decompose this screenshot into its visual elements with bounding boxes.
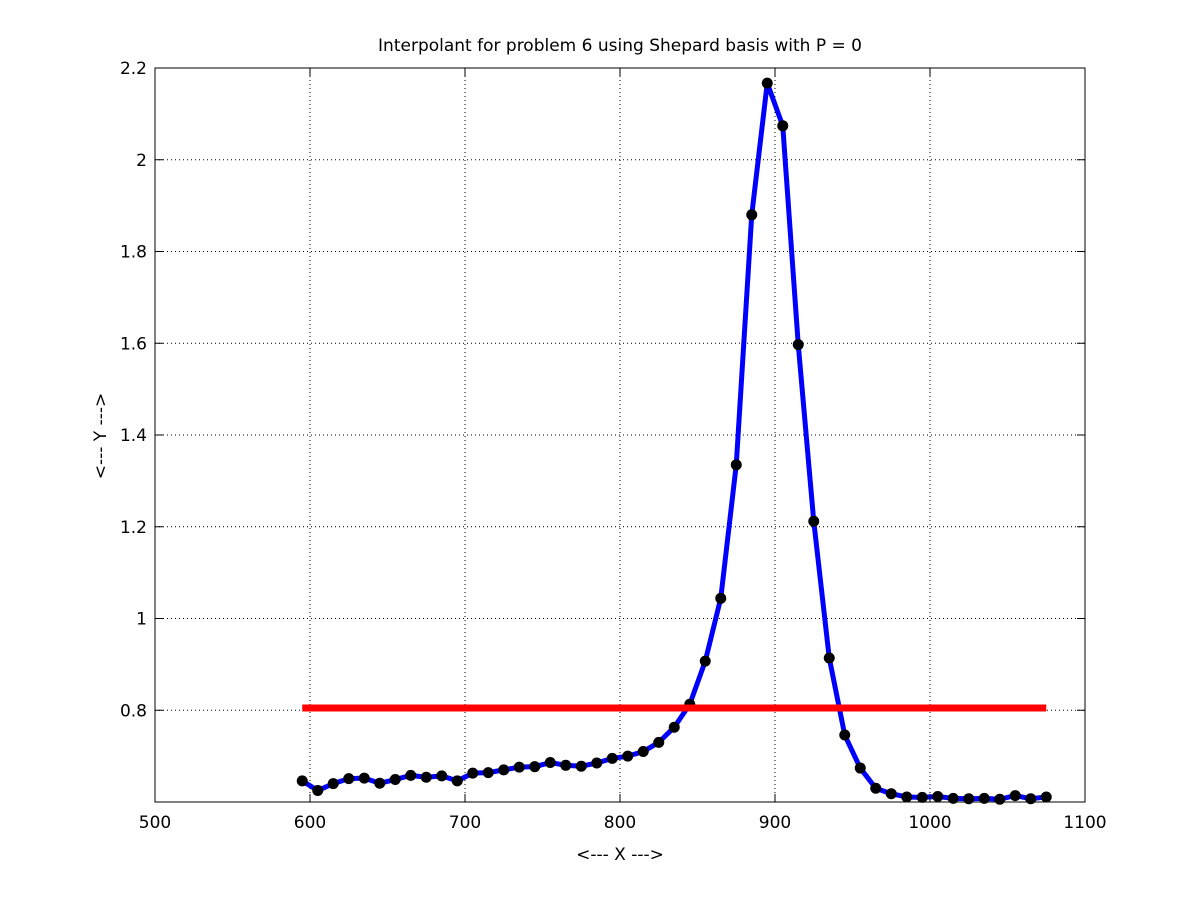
data-point bbox=[699, 655, 711, 667]
x-tick-label: 900 bbox=[759, 813, 791, 833]
data-point bbox=[839, 729, 851, 741]
chart-title: Interpolant for problem 6 using Shepard … bbox=[378, 36, 862, 56]
data-point bbox=[854, 762, 866, 774]
y-tick-label: 1 bbox=[136, 610, 147, 630]
y-axis-label: <--- Y ---> bbox=[91, 393, 111, 480]
data-point bbox=[296, 775, 308, 787]
data-point bbox=[529, 761, 541, 773]
data-point bbox=[405, 769, 417, 781]
data-point bbox=[963, 793, 975, 805]
data-point bbox=[746, 209, 758, 221]
data-point bbox=[653, 736, 665, 748]
data-point bbox=[467, 767, 479, 779]
y-tick-label: 1.6 bbox=[120, 334, 147, 354]
data-point bbox=[343, 773, 355, 785]
data-point bbox=[358, 772, 370, 784]
y-tick-label: 0.8 bbox=[120, 701, 147, 721]
data-point bbox=[978, 792, 990, 804]
data-point bbox=[916, 791, 928, 803]
data-point bbox=[808, 515, 820, 527]
x-tick-label: 800 bbox=[604, 813, 636, 833]
data-point bbox=[668, 721, 680, 733]
y-tick-label: 1.4 bbox=[120, 426, 147, 446]
data-point bbox=[1025, 793, 1037, 805]
data-point bbox=[560, 759, 572, 771]
data-point bbox=[327, 778, 339, 790]
data-point bbox=[389, 774, 401, 786]
x-axis-label: <--- X ---> bbox=[576, 845, 664, 865]
x-tick-label: 1000 bbox=[908, 813, 951, 833]
data-point bbox=[637, 746, 649, 758]
data-point bbox=[1040, 791, 1052, 803]
axis-ticks: 500 600 700 800 900 1000 1100 0.8 1 1.2 1.4 1.6 1.8 2… bbox=[120, 59, 1107, 833]
data-point bbox=[312, 785, 324, 797]
data-point bbox=[451, 775, 463, 787]
y-tick-label: 2.2 bbox=[120, 59, 147, 79]
y-tick-label: 1.8 bbox=[120, 243, 147, 263]
x-tick-label: 500 bbox=[139, 813, 171, 833]
data-point bbox=[591, 757, 603, 769]
x-tick-label: 600 bbox=[294, 813, 326, 833]
x-tick-label: 1100 bbox=[1063, 813, 1106, 833]
data-point bbox=[823, 652, 835, 664]
data-point bbox=[498, 764, 510, 776]
data-point bbox=[606, 752, 618, 764]
data-point bbox=[715, 592, 727, 604]
data-point bbox=[777, 120, 789, 132]
data-point bbox=[622, 750, 634, 762]
data-point bbox=[885, 788, 897, 800]
data-point bbox=[901, 791, 913, 803]
data-point bbox=[575, 760, 587, 772]
data-point bbox=[994, 793, 1006, 805]
y-tick-label: 2 bbox=[136, 151, 147, 171]
data-point bbox=[482, 767, 494, 779]
x-tick-label: 700 bbox=[449, 813, 481, 833]
y-tick-label: 1.2 bbox=[120, 518, 147, 538]
series-layer bbox=[296, 77, 1052, 805]
data-point bbox=[513, 761, 525, 773]
data-point bbox=[436, 770, 448, 782]
data-point bbox=[730, 459, 742, 471]
data-point bbox=[947, 792, 959, 804]
data-point bbox=[420, 771, 432, 783]
data-point bbox=[932, 790, 944, 802]
data-point bbox=[1009, 790, 1021, 802]
data-point bbox=[792, 339, 804, 351]
data-point bbox=[544, 757, 556, 769]
data-point bbox=[374, 777, 386, 789]
data-point bbox=[761, 77, 773, 89]
data-point bbox=[870, 782, 882, 794]
